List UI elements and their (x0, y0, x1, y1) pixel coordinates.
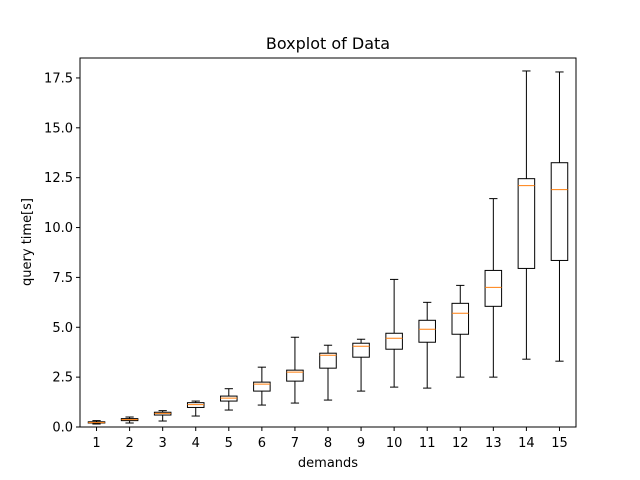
y-tick-label: 15.0 (44, 121, 73, 136)
box-iqr (319, 352, 337, 369)
box-iqr (550, 162, 569, 261)
box-iqr (418, 319, 436, 343)
x-tick-label: 11 (419, 436, 436, 451)
x-tick-label: 4 (192, 436, 200, 451)
box-6 (253, 366, 271, 406)
box-iqr (253, 381, 271, 392)
x-tick-label: 12 (452, 436, 469, 451)
box-12 (451, 284, 470, 378)
box-iqr (352, 342, 370, 358)
box-11 (418, 301, 436, 389)
box-2 (120, 416, 139, 424)
box-3 (153, 410, 172, 422)
y-tick-label: 12.5 (44, 171, 73, 186)
x-tick-label: 2 (125, 436, 133, 451)
x-tick-label: 7 (291, 436, 299, 451)
x-tick-label: 9 (357, 436, 365, 451)
box-iqr (517, 178, 536, 269)
box-1 (87, 420, 106, 425)
x-tick-label: 8 (324, 436, 332, 451)
box-iqr (385, 332, 403, 350)
chart-title: Boxplot of Data (266, 34, 390, 53)
box-14 (517, 70, 536, 360)
plot-area (87, 70, 569, 425)
box-4 (186, 400, 205, 417)
y-tick-label: 5.0 (52, 321, 73, 336)
x-axis-label: demands (298, 456, 358, 471)
box-13 (484, 198, 503, 378)
x-tick-label: 14 (518, 436, 535, 451)
box-iqr (484, 269, 503, 307)
y-tick-label: 0.0 (52, 421, 73, 436)
y-axis: 0.0 2.5 5.0 7.5 10.0 12.5 15.0 17.5 (44, 71, 80, 436)
box-10 (385, 278, 403, 388)
y-tick-label: 10.0 (44, 221, 73, 236)
x-tick-label: 5 (225, 436, 233, 451)
box-9 (352, 338, 370, 392)
x-tick-label: 1 (92, 436, 100, 451)
x-tick-label: 6 (258, 436, 266, 451)
box-7 (286, 336, 304, 404)
box-8 (319, 344, 337, 401)
y-tick-label: 2.5 (52, 371, 73, 386)
box-15 (550, 71, 569, 362)
box-iqr (451, 302, 470, 335)
x-tick-label: 3 (159, 436, 167, 451)
x-tick-label: 10 (386, 436, 403, 451)
box-iqr (286, 369, 304, 382)
x-axis: 1 2 3 4 5 6 7 8 9 10 11 12 13 14 15 (92, 427, 568, 451)
x-tick-label: 13 (485, 436, 502, 451)
box-5 (220, 388, 238, 411)
x-tick-label: 15 (551, 436, 568, 451)
y-axis-label: query time[s] (20, 198, 35, 286)
y-tick-label: 7.5 (52, 271, 73, 286)
y-tick-label: 17.5 (44, 71, 73, 86)
